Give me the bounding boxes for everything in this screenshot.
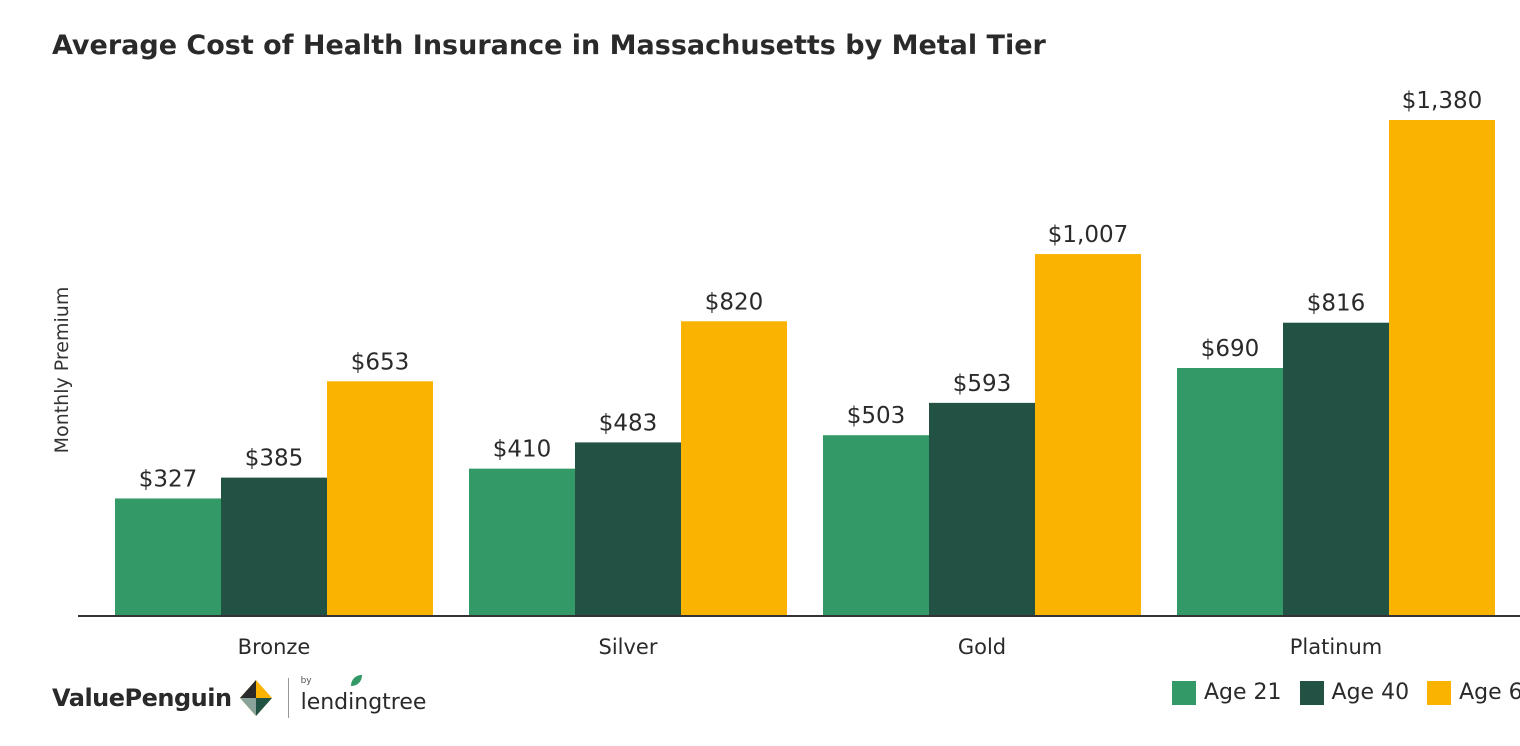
category-label-silver: Silver [599,635,658,659]
bar-bronze-age-60 [327,381,433,616]
value-label-bronze-age-21: $327 [139,466,198,492]
legend: Age 21 Age 40 Age 60 [1172,680,1520,705]
leaf-icon [350,674,362,686]
bar-bronze-age-21 [115,498,221,616]
legend-item-age40: Age 40 [1299,680,1410,705]
value-label-gold-age-40: $593 [953,371,1012,397]
legend-label-age21: Age 21 [1204,680,1282,705]
legend-swatch-age60 [1427,680,1452,705]
bar-bronze-age-40 [221,477,327,616]
brand-name: ValuePenguin [52,684,232,712]
bar-gold-age-21 [823,435,929,616]
category-labels-group: Bronze Silver Gold Platinum [238,635,1383,659]
bar-gold-age-60 [1035,254,1141,616]
value-label-silver-age-40: $483 [599,410,658,436]
lendingtree-logo: by lendingtree [300,674,427,715]
bar-gold-age-40 [929,402,1035,616]
brand-by: by [300,675,312,686]
value-label-bronze-age-60: $653 [351,349,410,375]
bar-silver-age-40 [575,442,681,616]
legend-swatch-age40 [1299,680,1324,705]
category-label-gold: Gold [958,635,1006,659]
brand-logo: ValuePenguin by lendingtree [52,674,427,720]
y-axis-label: Monthly Premium [51,287,73,454]
bar-silver-age-60 [681,321,787,616]
value-label-platinum-age-60: $1,380 [1402,88,1482,114]
bar-platinum-age-60 [1389,120,1495,616]
bar-silver-age-21 [469,468,575,616]
category-label-bronze: Bronze [238,635,311,659]
legend-item-age21: Age 21 [1172,680,1282,705]
chart-title: Average Cost of Health Insurance in Mass… [52,30,1046,61]
legend-item-age60: Age 60 [1427,680,1520,705]
legend-swatch-age21 [1172,680,1196,705]
bar-platinum-age-21 [1177,368,1283,616]
bar-chart: Monthly Premium $327 $385 $653 $410 $483 $820… [51,88,1520,659]
bar-platinum-age-40 [1283,322,1389,616]
value-label-platinum-age-21: $690 [1201,336,1260,362]
legend-label-age60: Age 60 [1459,680,1520,705]
value-label-gold-age-60: $1,007 [1048,222,1128,248]
category-label-platinum: Platinum [1290,635,1383,659]
bars-group [115,120,1495,616]
value-labels-group: $327 $385 $653 $410 $483 $820 $503 $593 $1,007 $6… [139,88,1483,492]
value-label-silver-age-60: $820 [705,289,764,315]
brand-divider [287,678,289,718]
brand-partner: lendingtree [300,689,427,715]
value-label-gold-age-21: $503 [847,403,906,429]
valuepenguin-logo-icon [239,680,272,716]
value-label-silver-age-21: $410 [493,437,552,463]
value-label-bronze-age-40: $385 [245,446,304,472]
legend-label-age40: Age 40 [1331,680,1410,705]
value-label-platinum-age-40: $816 [1307,291,1366,317]
